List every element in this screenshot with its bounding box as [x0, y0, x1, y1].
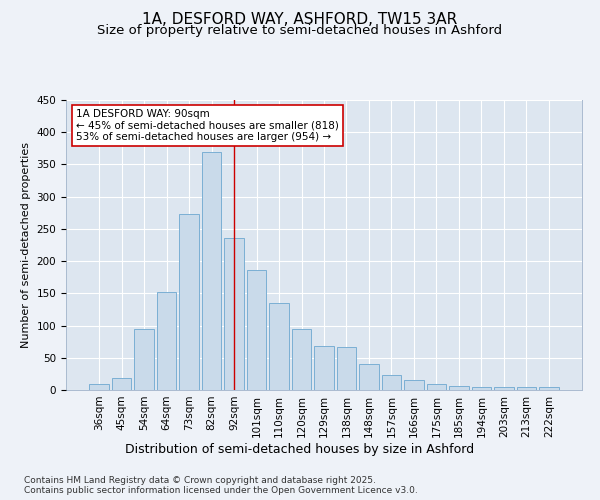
Bar	[404, 380, 424, 390]
Bar	[157, 292, 176, 390]
Y-axis label: Number of semi-detached properties: Number of semi-detached properties	[21, 142, 31, 348]
Bar	[247, 270, 266, 390]
Bar	[269, 303, 289, 390]
Text: Size of property relative to semi-detached houses in Ashford: Size of property relative to semi-detach…	[97, 24, 503, 37]
Text: 1A DESFORD WAY: 90sqm
← 45% of semi-detached houses are smaller (818)
53% of sem: 1A DESFORD WAY: 90sqm ← 45% of semi-deta…	[76, 108, 339, 142]
Bar	[427, 384, 446, 390]
Bar	[539, 388, 559, 390]
Bar	[89, 384, 109, 390]
Bar	[517, 388, 536, 390]
Text: 1A, DESFORD WAY, ASHFORD, TW15 3AR: 1A, DESFORD WAY, ASHFORD, TW15 3AR	[142, 12, 458, 28]
Bar	[292, 329, 311, 390]
Bar	[382, 375, 401, 390]
Bar	[134, 329, 154, 390]
Text: Distribution of semi-detached houses by size in Ashford: Distribution of semi-detached houses by …	[125, 442, 475, 456]
Bar	[179, 214, 199, 390]
Bar	[337, 348, 356, 390]
Bar	[314, 346, 334, 390]
Bar	[112, 378, 131, 390]
Bar	[449, 386, 469, 390]
Bar	[202, 152, 221, 390]
Bar	[224, 238, 244, 390]
Bar	[359, 364, 379, 390]
Text: Contains HM Land Registry data © Crown copyright and database right 2025.
Contai: Contains HM Land Registry data © Crown c…	[24, 476, 418, 495]
Bar	[494, 387, 514, 390]
Bar	[472, 387, 491, 390]
